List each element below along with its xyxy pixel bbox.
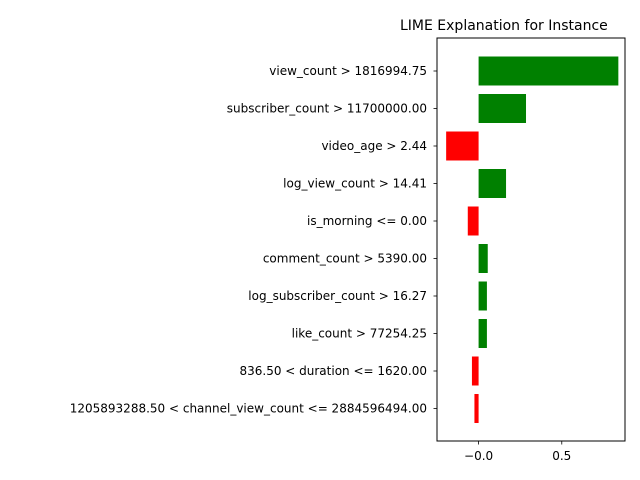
chart-title: LIME Explanation for Instance (400, 18, 608, 34)
x-ticks: −0.0 0.5 (464, 441, 571, 463)
y-tick-label-8: 836.50 < duration <= 1620.00 (239, 364, 427, 378)
y-tick-label-0: view_count > 1816994.75 (269, 64, 427, 78)
plot-frame (436, 37, 626, 442)
y-tick-label-5: comment_count > 5390.00 (263, 252, 427, 266)
bar-8 (471, 356, 479, 386)
y-tick-label-1: subscriber_count > 11700000.00 (227, 102, 427, 116)
y-tick-label-9: 1205893288.50 < channel_view_count <= 28… (70, 402, 427, 416)
y-tick-label-6: log_subscriber_count > 16.27 (248, 289, 427, 303)
bar-1 (478, 94, 527, 123)
bars-group (446, 56, 619, 423)
x-tick-label-0: −0.0 (464, 449, 493, 463)
bar-2 (446, 131, 479, 161)
y-tick-label-2: video_age > 2.44 (321, 139, 427, 153)
bar-3 (478, 169, 507, 198)
y-tick-label-4: is_morning <= 0.00 (307, 214, 427, 228)
bar-5 (478, 244, 488, 273)
bar-6 (478, 281, 487, 311)
y-tick-label-3: log_view_count > 14.41 (283, 177, 427, 191)
bar-9 (474, 394, 479, 423)
bar-4 (467, 206, 479, 236)
y-tick-label-7: like_count > 77254.25 (292, 327, 427, 341)
bar-7 (478, 319, 487, 348)
bar-0 (478, 56, 619, 86)
x-tick-label-1: 0.5 (552, 449, 571, 463)
y-tick-labels: view_count > 1816994.75 subscriber_count … (70, 64, 437, 416)
